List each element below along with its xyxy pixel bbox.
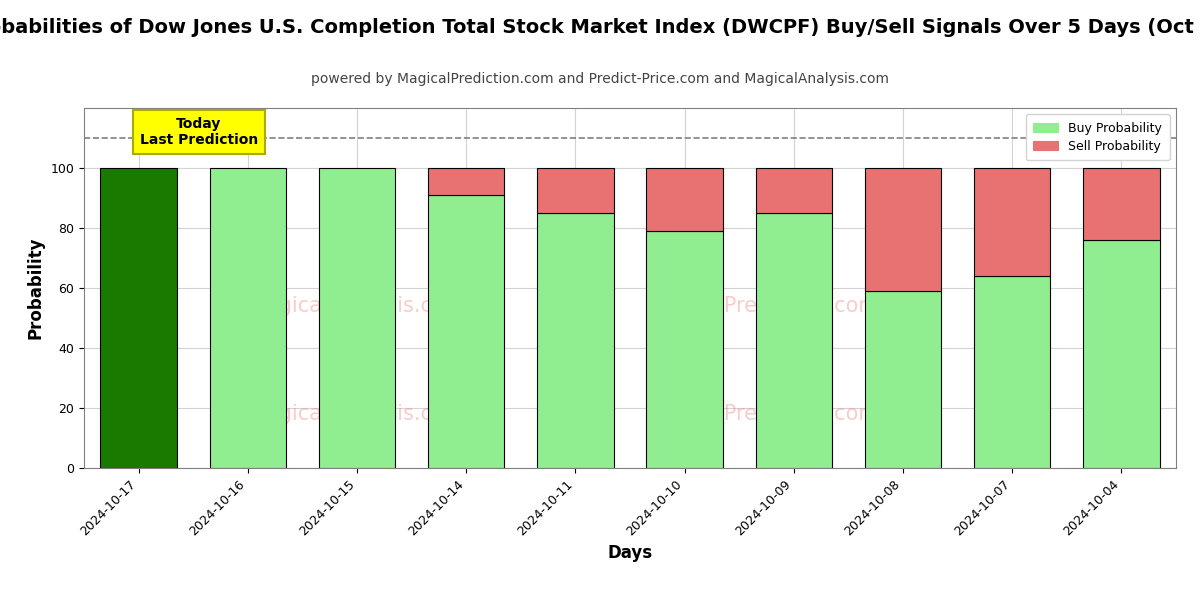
Bar — [974, 168, 1050, 276]
Text: powered by MagicalPrediction.com and Predict-Price.com and MagicalAnalysis.com: powered by MagicalPrediction.com and Pre… — [311, 72, 889, 86]
Y-axis label: Probability: Probability — [26, 237, 44, 339]
Text: MagicalAnalysis.com: MagicalAnalysis.com — [248, 296, 466, 316]
Text: MagicalPrediction.com: MagicalPrediction.com — [643, 296, 878, 316]
Bar — [1084, 168, 1159, 240]
Bar — [428, 168, 504, 195]
Bar — [647, 231, 722, 468]
Text: MagicalPrediction.com: MagicalPrediction.com — [643, 404, 878, 424]
Bar — [974, 276, 1050, 468]
Bar — [538, 213, 613, 468]
Bar — [101, 168, 176, 468]
Bar — [865, 291, 941, 468]
Text: Probabilities of Dow Jones U.S. Completion Total Stock Market Index (DWCPF) Buy/: Probabilities of Dow Jones U.S. Completi… — [0, 18, 1200, 37]
Bar — [319, 168, 395, 468]
Bar — [756, 168, 832, 213]
Text: Today
Last Prediction: Today Last Prediction — [139, 117, 258, 147]
Bar — [538, 168, 613, 213]
X-axis label: Days: Days — [607, 544, 653, 562]
Bar — [1084, 240, 1159, 468]
Bar — [756, 213, 832, 468]
Bar — [210, 168, 286, 468]
Bar — [647, 168, 722, 231]
Bar — [428, 195, 504, 468]
Text: MagicalAnalysis.com: MagicalAnalysis.com — [248, 404, 466, 424]
Legend: Buy Probability, Sell Probability: Buy Probability, Sell Probability — [1026, 114, 1170, 160]
Bar — [865, 168, 941, 291]
